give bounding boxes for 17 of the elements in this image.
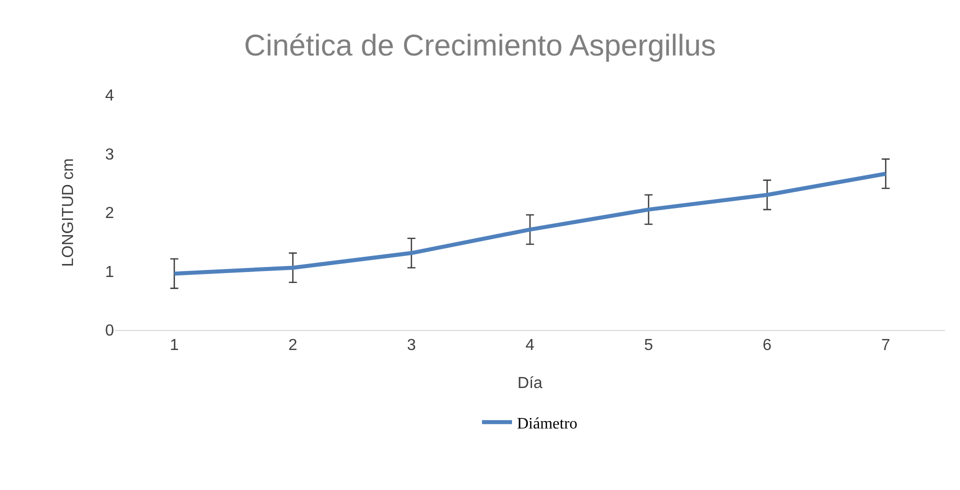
x-tick-label: 6 [762,337,772,354]
x-axis-title: Día [518,375,543,392]
x-tick-label: 5 [644,337,654,354]
y-tick-label: 1 [105,264,114,281]
y-tick-label: 2 [105,205,114,222]
chart-title: Cinética de Crecimiento Aspergillus [244,29,716,62]
line-series [172,172,888,276]
x-tick-label: 7 [881,337,890,354]
x-tick-label: 4 [526,337,535,354]
x-tick-label: 3 [406,337,416,354]
x-tick-label: 2 [288,337,298,354]
y-tick-label: 3 [105,146,114,164]
x-tick-label: 1 [170,337,179,354]
y-tick-label: 0 [105,322,114,340]
y-tick-label: 4 [105,88,114,105]
legend-label: Diámetro [517,415,578,432]
y-axis-title: LONGITUD cm [60,158,77,267]
